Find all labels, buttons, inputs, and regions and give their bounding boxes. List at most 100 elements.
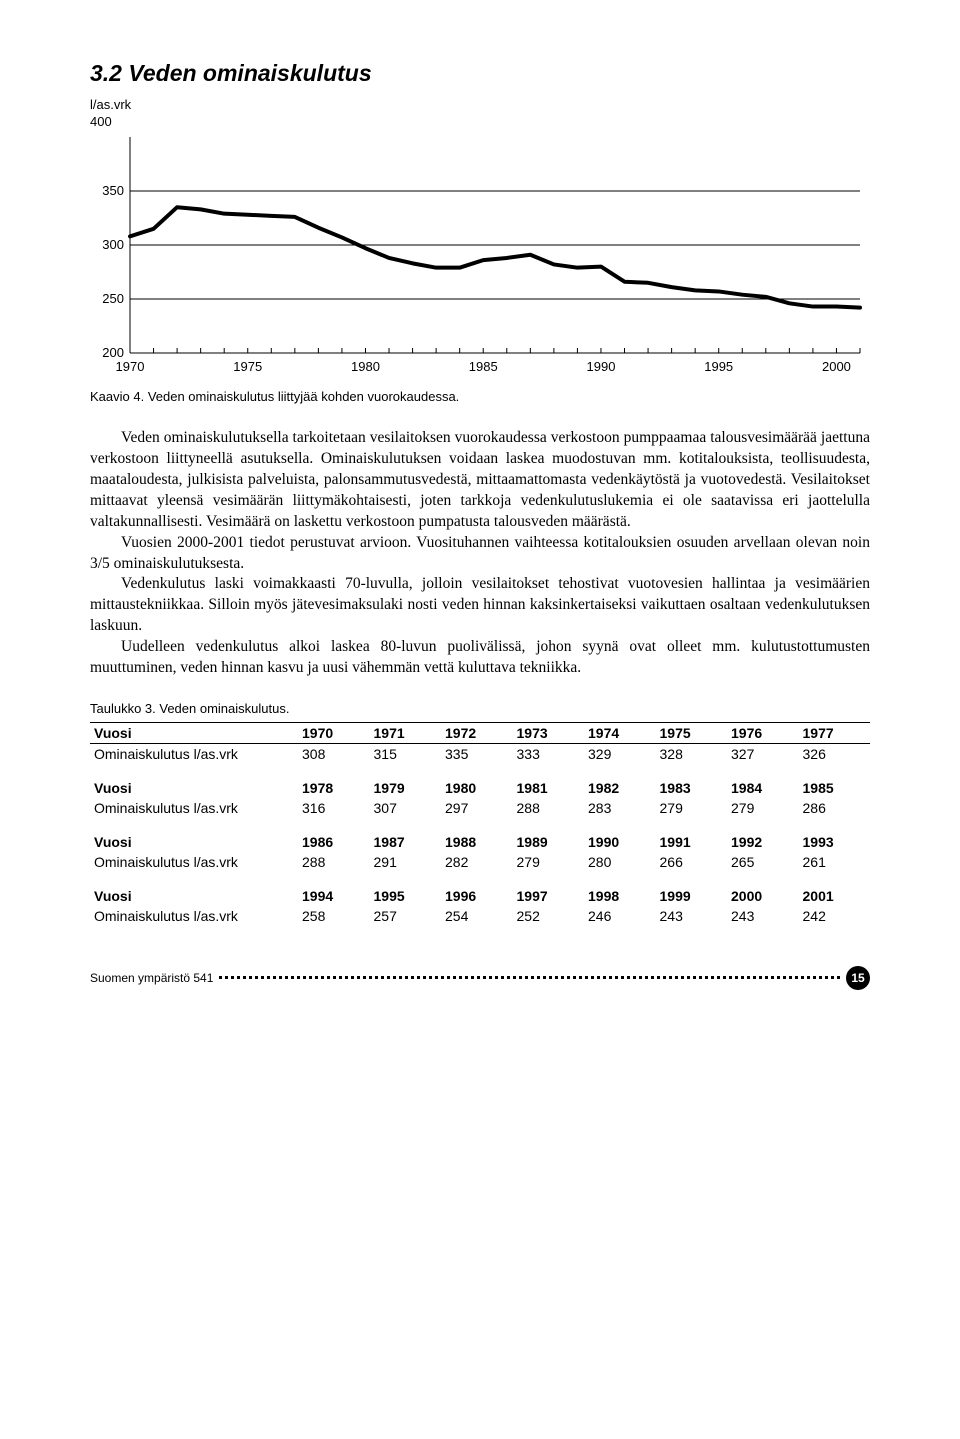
cell-value: 291 [370,852,442,872]
cell-value: 297 [441,798,513,818]
chart-y-top-tick: 400 [90,114,870,129]
cell-year: 1976 [727,723,799,744]
svg-text:1975: 1975 [233,359,262,374]
cell-value: 288 [513,798,585,818]
cell-year: 1999 [656,886,728,906]
cell-value: 252 [513,906,585,926]
cell-year: 1994 [298,886,370,906]
cell-value: 333 [513,744,585,765]
cell-value: 329 [584,744,656,765]
cell-year: 1970 [298,723,370,744]
chart-y-label: l/as.vrk [90,97,870,112]
cell-year: 1989 [513,832,585,852]
cell-year: 1990 [584,832,656,852]
cell-value: 308 [298,744,370,765]
dotted-leader [219,975,840,979]
cell-year: 1988 [441,832,513,852]
svg-text:200: 200 [102,345,124,360]
cell-year: 2001 [799,886,871,906]
cell-value: 257 [370,906,442,926]
row-label-value: Ominaiskulutus l/as.vrk [90,906,298,926]
cell-year: 1995 [370,886,442,906]
section-heading: 3.2 Veden ominaiskulutus [90,60,870,87]
cell-year: 1985 [799,778,871,798]
cell-year: 1996 [441,886,513,906]
data-table: Vuosi19861987198819891990199119921993Omi… [90,832,870,872]
svg-text:1990: 1990 [587,359,616,374]
body-text: Veden ominaiskulutuksella tarkoitetaan v… [90,428,870,679]
svg-text:1970: 1970 [116,359,145,374]
paragraph: Veden ominaiskulutuksella tarkoitetaan v… [90,428,870,533]
cell-year: 1978 [298,778,370,798]
cell-value: 279 [656,798,728,818]
row-label-value: Ominaiskulutus l/as.vrk [90,798,298,818]
cell-value: 254 [441,906,513,926]
cell-value: 258 [298,906,370,926]
cell-value: 279 [513,852,585,872]
cell-value: 327 [727,744,799,765]
cell-value: 282 [441,852,513,872]
data-tables: Vuosi19701971197219731974197519761977Omi… [90,722,870,926]
cell-value: 265 [727,852,799,872]
svg-text:250: 250 [102,291,124,306]
page-number: 15 [846,966,870,990]
cell-value: 326 [799,744,871,765]
svg-text:1995: 1995 [704,359,733,374]
cell-value: 280 [584,852,656,872]
table-caption: Taulukko 3. Veden ominaiskulutus. [90,701,870,716]
cell-year: 1987 [370,832,442,852]
cell-value: 246 [584,906,656,926]
cell-value: 335 [441,744,513,765]
cell-year: 1998 [584,886,656,906]
cell-value: 288 [298,852,370,872]
svg-text:300: 300 [102,237,124,252]
row-label-year: Vuosi [90,778,298,798]
cell-year: 1983 [656,778,728,798]
cell-value: 283 [584,798,656,818]
cell-value: 243 [727,906,799,926]
cell-year: 1991 [656,832,728,852]
cell-year: 1972 [441,723,513,744]
cell-year: 1974 [584,723,656,744]
cell-value: 316 [298,798,370,818]
cell-year: 1977 [799,723,871,744]
data-table: Vuosi19781979198019811982198319841985Omi… [90,778,870,818]
cell-year: 1986 [298,832,370,852]
cell-value: 286 [799,798,871,818]
cell-year: 1975 [656,723,728,744]
row-label-year: Vuosi [90,832,298,852]
cell-year: 1982 [584,778,656,798]
cell-value: 242 [799,906,871,926]
svg-text:2000: 2000 [822,359,851,374]
paragraph: Vuosien 2000-2001 tiedot perustuvat arvi… [90,533,870,575]
chart-container: 200 250 300 350 1970 1975 1980 1985 1990 1995 2000 [90,131,870,381]
row-label-year: Vuosi [90,723,298,744]
cell-year: 1971 [370,723,442,744]
svg-text:1980: 1980 [351,359,380,374]
cell-value: 266 [656,852,728,872]
row-label-value: Ominaiskulutus l/as.vrk [90,852,298,872]
cell-year: 1980 [441,778,513,798]
row-label-year: Vuosi [90,886,298,906]
svg-text:1985: 1985 [469,359,498,374]
cell-year: 2000 [727,886,799,906]
publication-name: Suomen ympäristö 541 [90,971,213,985]
paragraph: Uudelleen vedenkulutus alkoi laskea 80-l… [90,637,870,679]
line-chart: 200 250 300 350 1970 1975 1980 1985 1990 1995 2000 [90,131,870,381]
cell-year: 1984 [727,778,799,798]
row-label-value: Ominaiskulutus l/as.vrk [90,744,298,765]
cell-value: 279 [727,798,799,818]
cell-year: 1997 [513,886,585,906]
svg-text:350: 350 [102,183,124,198]
cell-year: 1993 [799,832,871,852]
cell-value: 261 [799,852,871,872]
data-table: Vuosi19701971197219731974197519761977 Omi… [90,722,870,764]
cell-year: 1979 [370,778,442,798]
cell-year: 1973 [513,723,585,744]
cell-value: 243 [656,906,728,926]
cell-value: 307 [370,798,442,818]
paragraph: Vedenkulutus laski voimakkaasti 70-luvul… [90,574,870,637]
cell-value: 328 [656,744,728,765]
footer-bar: Suomen ympäristö 541 15 [90,966,870,990]
chart-caption: Kaavio 4. Veden ominaiskulutus liittyjää… [90,389,870,404]
